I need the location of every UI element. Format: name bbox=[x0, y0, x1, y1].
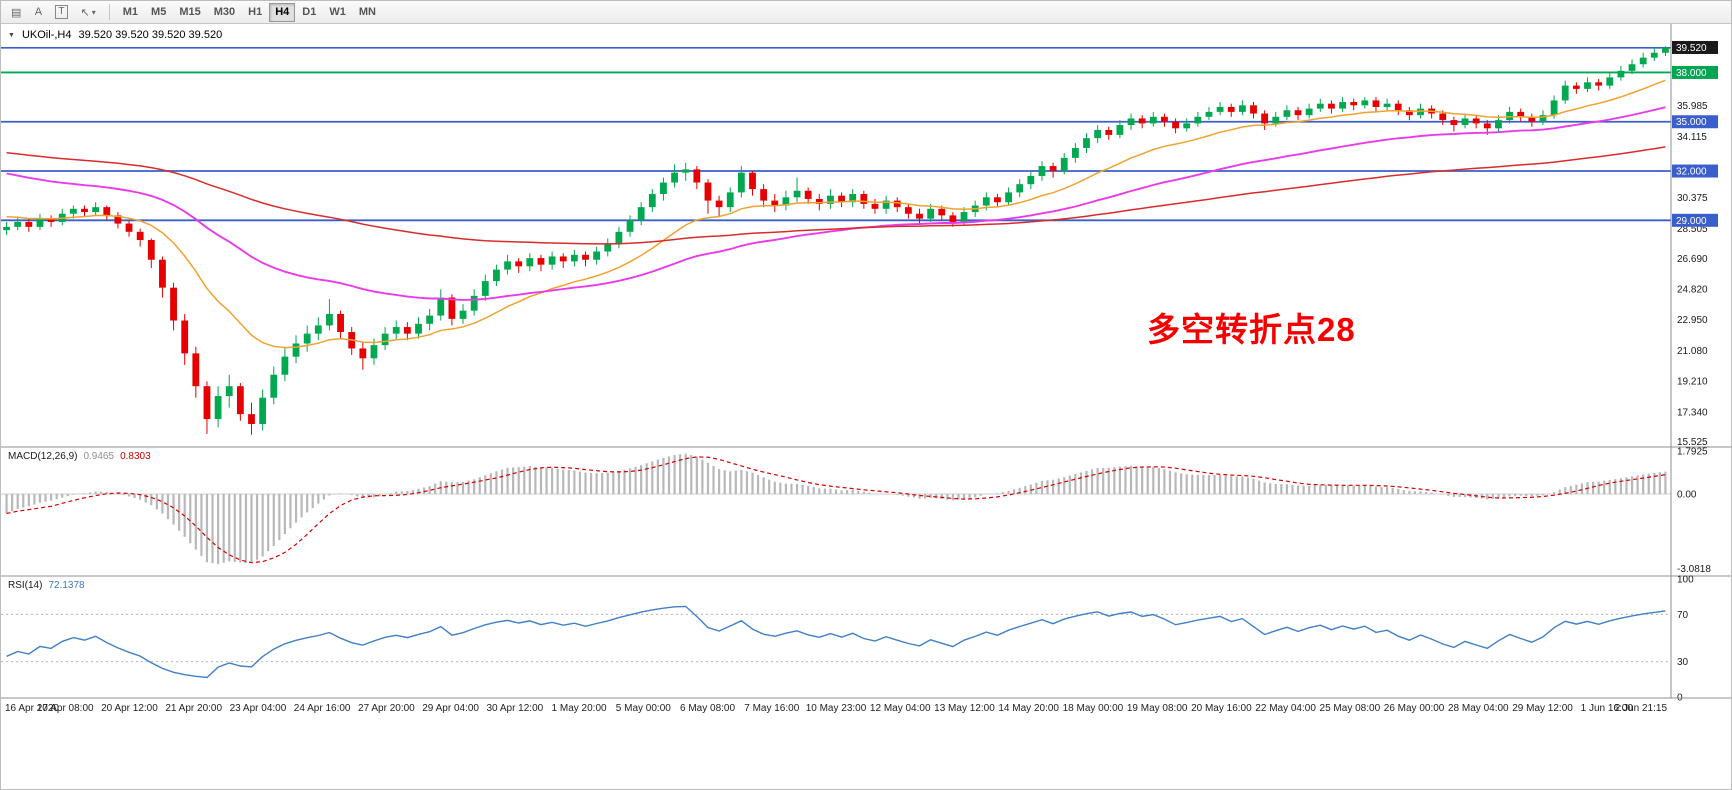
svg-text:18 May 00:00: 18 May 00:00 bbox=[1063, 703, 1124, 714]
svg-text:19.210: 19.210 bbox=[1677, 377, 1708, 388]
svg-text:0.00: 0.00 bbox=[1677, 490, 1697, 501]
svg-text:35.000: 35.000 bbox=[1676, 117, 1707, 128]
timeframe-button-m15[interactable]: M15 bbox=[173, 3, 206, 22]
svg-text:100: 100 bbox=[1677, 575, 1694, 586]
svg-text:35.985: 35.985 bbox=[1677, 101, 1708, 112]
timeframe-button-h4[interactable]: H4 bbox=[269, 2, 296, 22]
toolbar-divider bbox=[108, 4, 110, 20]
chart-window-icon: ▤ bbox=[11, 6, 22, 19]
chevron-down-icon: ▾ bbox=[91, 7, 96, 17]
svg-text:5 May 00:00: 5 May 00:00 bbox=[616, 703, 671, 714]
svg-text:6 May 08:00: 6 May 08:00 bbox=[680, 703, 735, 714]
timeframe-button-mn[interactable]: MN bbox=[353, 3, 382, 22]
macd-signal-value: 0.8303 bbox=[120, 451, 151, 462]
svg-text:7 May 16:00: 7 May 16:00 bbox=[744, 703, 799, 714]
svg-text:30: 30 bbox=[1677, 657, 1689, 668]
svg-text:30.375: 30.375 bbox=[1677, 193, 1708, 204]
symbol-label: UKOil-,H4 bbox=[21, 29, 72, 41]
timeframe-button-w1[interactable]: W1 bbox=[323, 3, 352, 22]
macd-signal-line bbox=[6, 456, 1666, 564]
price-tag bbox=[1672, 115, 1718, 129]
cursor-icon: ↖ bbox=[80, 6, 90, 19]
timeframe-button-m1[interactable]: M1 bbox=[117, 3, 144, 22]
macd-label: MACD(12,26,9) bbox=[8, 451, 78, 462]
svg-text:20 May 16:00: 20 May 16:00 bbox=[1191, 703, 1252, 714]
main-price-panel[interactable] bbox=[1, 46, 1671, 435]
letter-a-icon: A bbox=[34, 6, 43, 18]
svg-text:15.525: 15.525 bbox=[1677, 437, 1708, 448]
svg-text:25 May 08:00: 25 May 08:00 bbox=[1320, 703, 1381, 714]
svg-text:2 Jun 21:15: 2 Jun 21:15 bbox=[1615, 703, 1668, 714]
svg-text:38.000: 38.000 bbox=[1676, 68, 1707, 79]
price-tag bbox=[1672, 164, 1718, 178]
svg-text:22.950: 22.950 bbox=[1677, 315, 1708, 326]
ohlc-values: 39.520 39.520 39.520 39.520 bbox=[78, 29, 223, 41]
svg-text:30 Apr 12:00: 30 Apr 12:00 bbox=[486, 703, 543, 714]
svg-text:28.505: 28.505 bbox=[1677, 224, 1708, 235]
svg-text:12 May 04:00: 12 May 04:00 bbox=[870, 703, 931, 714]
svg-text:17 Apr 08:00: 17 Apr 08:00 bbox=[37, 703, 94, 714]
svg-text:24 Apr 16:00: 24 Apr 16:00 bbox=[294, 703, 351, 714]
svg-text:27 Apr 20:00: 27 Apr 20:00 bbox=[358, 703, 415, 714]
svg-text:13 May 12:00: 13 May 12:00 bbox=[934, 703, 995, 714]
text-box-button[interactable]: T bbox=[49, 3, 73, 22]
timeframe-button-d1[interactable]: D1 bbox=[296, 3, 322, 22]
macd-main-value: 0.9465 bbox=[83, 451, 115, 462]
rsi-label: RSI(14) bbox=[8, 580, 43, 591]
svg-text:29.000: 29.000 bbox=[1676, 216, 1707, 227]
svg-text:29 May 12:00: 29 May 12:00 bbox=[1512, 703, 1573, 714]
price-tag bbox=[1672, 65, 1718, 79]
svg-text:17.340: 17.340 bbox=[1677, 407, 1708, 418]
svg-text:26 May 00:00: 26 May 00:00 bbox=[1384, 703, 1445, 714]
fast-ma bbox=[6, 79, 1666, 349]
cursor-tool-button[interactable]: ↖ ▾ bbox=[75, 3, 102, 22]
price-tag bbox=[1672, 213, 1718, 227]
rsi-header: RSI(14) 72.1378 bbox=[8, 580, 85, 591]
svg-text:1 Jun 16:00: 1 Jun 16:00 bbox=[1581, 703, 1634, 714]
rsi-line bbox=[6, 605, 1666, 679]
macd-panel[interactable] bbox=[1, 446, 1732, 565]
svg-text:28 May 04:00: 28 May 04:00 bbox=[1448, 703, 1509, 714]
svg-text:26.690: 26.690 bbox=[1677, 254, 1708, 265]
annotation-a-button[interactable]: A bbox=[28, 3, 48, 22]
svg-text:34.115: 34.115 bbox=[1677, 132, 1707, 143]
svg-text:70: 70 bbox=[1677, 610, 1689, 621]
svg-text:1 May 20:00: 1 May 20:00 bbox=[552, 703, 607, 714]
svg-text:29 Apr 04:00: 29 Apr 04:00 bbox=[422, 703, 479, 714]
price-tag bbox=[1672, 40, 1718, 54]
timeframe-button-m30[interactable]: M30 bbox=[208, 3, 241, 22]
price-axis[interactable]: 35.985 34.115 30.375 28.505 26.690 24.820 22.9… bbox=[1670, 24, 1718, 704]
svg-text:23 Apr 04:00: 23 Apr 04:00 bbox=[230, 703, 287, 714]
svg-text:21 Apr 20:00: 21 Apr 20:00 bbox=[165, 703, 222, 714]
svg-text:16 Apr 2020: 16 Apr 2020 bbox=[5, 703, 59, 714]
svg-text:-3.0818: -3.0818 bbox=[1677, 564, 1711, 575]
svg-text:39.520: 39.520 bbox=[1676, 43, 1707, 54]
timeframe-button-m5[interactable]: M5 bbox=[145, 3, 172, 22]
text-box-icon: T bbox=[55, 5, 68, 19]
mid-ma bbox=[6, 106, 1666, 301]
svg-text:19 May 08:00: 19 May 08:00 bbox=[1127, 703, 1188, 714]
toolbar: ▤ A T ↖ ▾ M1 M5 M15 M30 H1 H4 D1 W1 MN bbox=[1, 1, 1731, 24]
svg-text:10 May 23:00: 10 May 23:00 bbox=[806, 703, 867, 714]
macd-header: MACD(12,26,9) 0.9465 0.8303 bbox=[8, 451, 151, 462]
svg-text:1.7925: 1.7925 bbox=[1677, 446, 1708, 457]
svg-text:32.000: 32.000 bbox=[1676, 167, 1707, 178]
chart-symbol-header: ▼ UKOil-,H4 39.520 39.520 39.520 39.520 bbox=[8, 29, 222, 41]
svg-text:14 May 20:00: 14 May 20:00 bbox=[998, 703, 1059, 714]
charts-button[interactable]: ▤ bbox=[5, 3, 27, 22]
rsi-panel[interactable] bbox=[1, 575, 1732, 679]
slow-ma bbox=[6, 146, 1666, 245]
svg-text:24.820: 24.820 bbox=[1677, 284, 1708, 295]
rsi-value: 72.1378 bbox=[48, 580, 85, 591]
timeframe-button-h1[interactable]: H1 bbox=[242, 3, 268, 22]
svg-text:20 Apr 12:00: 20 Apr 12:00 bbox=[101, 703, 158, 714]
svg-text:22 May 04:00: 22 May 04:00 bbox=[1255, 703, 1316, 714]
svg-text:21.080: 21.080 bbox=[1677, 346, 1708, 357]
chart-dropdown-icon[interactable]: ▼ bbox=[8, 31, 15, 39]
chart-annotation: 多空转折点28 bbox=[1147, 311, 1356, 348]
